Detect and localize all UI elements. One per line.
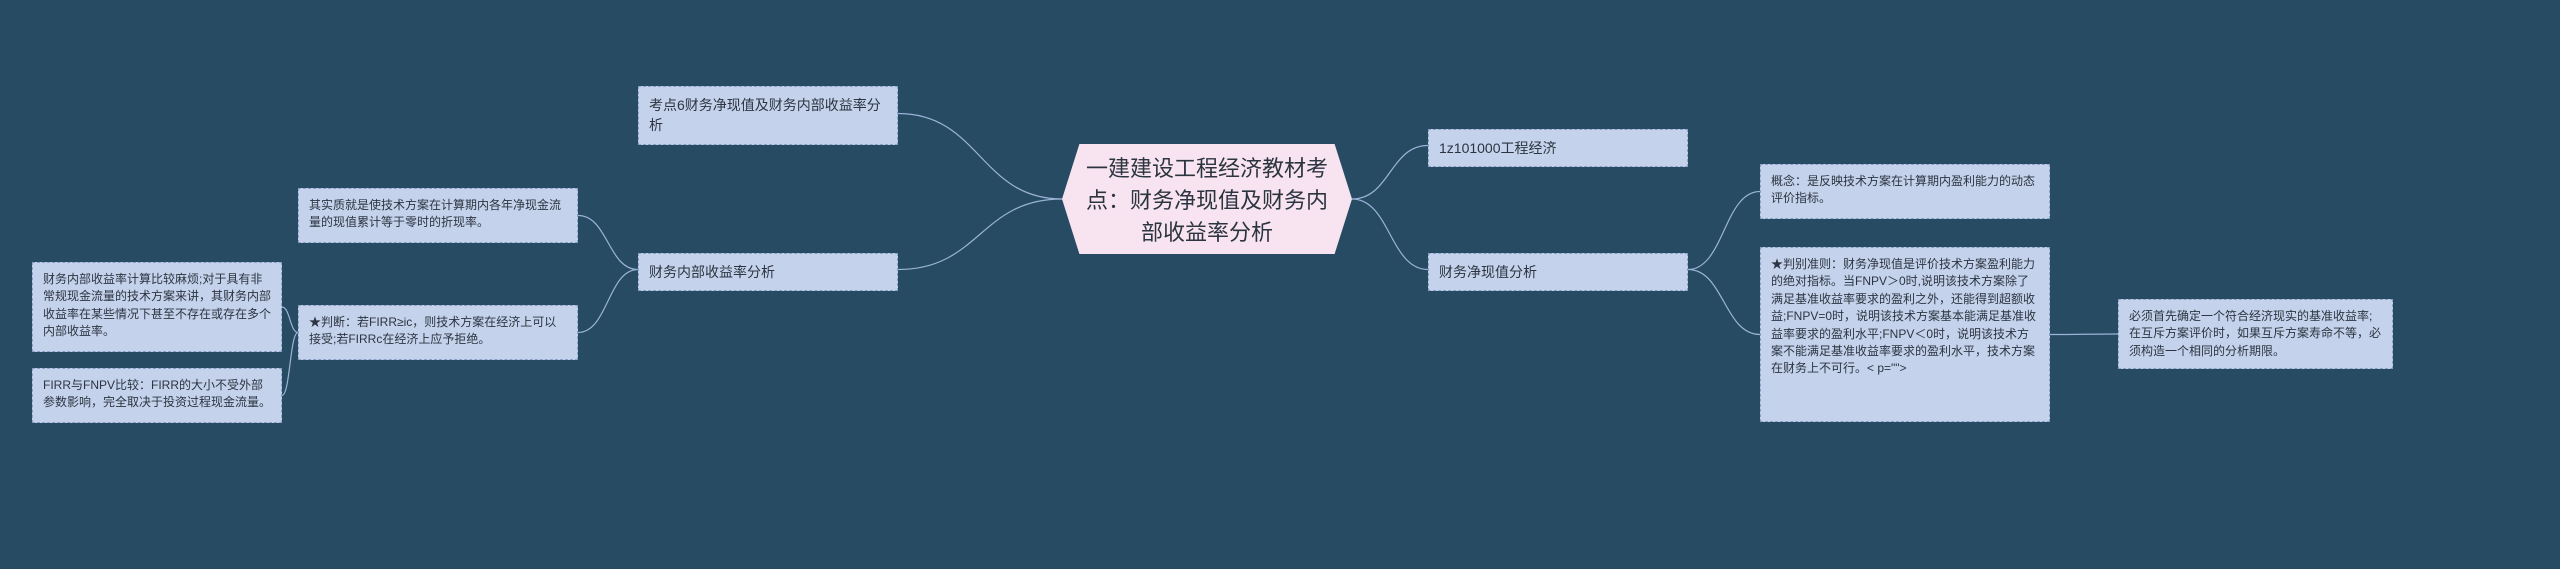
edge-root-n_proj — [1352, 146, 1428, 200]
node-n_exam6: 考点6财务净现值及财务内部收益率分析 — [638, 86, 898, 145]
edge-root-n_firr — [898, 199, 1062, 270]
node-n_must: 必须首先确定一个符合经济现实的基准收益率;在互斥方案评价时，如果互斥方案寿命不等… — [2118, 299, 2393, 369]
edge-n_firr-n_essence — [578, 216, 638, 270]
edge-root-n_exam6 — [898, 114, 1062, 200]
node-n_firr: 财务内部收益率分析 — [638, 253, 898, 291]
edge-n_firr-n_judge — [578, 270, 638, 333]
node-n_compare: FIRR与FNPV比较：FIRR的大小不受外部参数影响，完全取决于投资过程现金流… — [32, 368, 282, 423]
connectors-layer — [0, 0, 2560, 569]
node-n_calc: 财务内部收益率计算比较麻烦;对于具有非常规现金流量的技术方案来讲，其财务内部收益… — [32, 262, 282, 352]
node-n_fnpv: 财务净现值分析 — [1428, 253, 1688, 291]
edge-n_judge-n_calc — [282, 307, 298, 333]
node-n_concept: 概念：是反映技术方案在计算期内盈利能力的动态评价指标。 — [1760, 164, 2050, 219]
node-n_judge: ★判断：若FIRR≥ic，则技术方案在经济上可以接受;若FIRRc在经济上应予拒… — [298, 305, 578, 360]
edge-n_fnpv-n_concept — [1688, 192, 1760, 270]
node-n_essence: 其实质就是使技术方案在计算期内各年净现金流量的现值累计等于零时的折现率。 — [298, 188, 578, 243]
edge-root-n_fnpv — [1352, 199, 1428, 270]
node-n_rule: ★判别准则：财务净现值是评价技术方案盈利能力的绝对指标。当FNPV＞0时,说明该… — [1760, 247, 2050, 422]
edge-n_fnpv-n_rule — [1688, 270, 1760, 335]
edge-n_judge-n_compare — [282, 333, 298, 396]
root-node: 一建建设工程经济教材考点：财务净现值及财务内部收益率分析 — [1062, 144, 1352, 254]
mindmap-canvas: 一建建设工程经济教材考点：财务净现值及财务内部收益率分析 考点6财务净现值及财务… — [0, 0, 2560, 569]
node-n_proj: 1z101000工程经济 — [1428, 129, 1688, 167]
edge-n_rule-n_must — [2050, 334, 2118, 335]
root-label: 一建建设工程经济教材考点：财务净现值及财务内部收益率分析 — [1076, 151, 1338, 247]
